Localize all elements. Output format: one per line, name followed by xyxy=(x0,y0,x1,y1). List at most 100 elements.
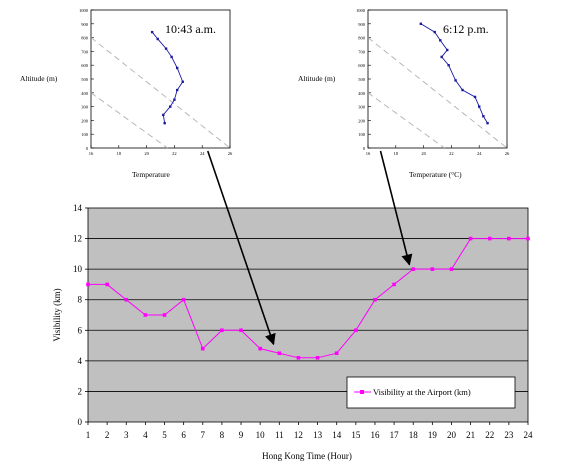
x-tick-label: 1 xyxy=(86,430,91,440)
y-tick-label: 1000 xyxy=(356,8,366,13)
y-tick-labels: 0 100 200 300 400 500 600 700 800 900 1000 xyxy=(356,8,371,151)
data-point xyxy=(526,236,530,241)
data-point xyxy=(392,282,396,287)
y-axis-label: Visibility (km) xyxy=(52,288,62,341)
x-tick-label: 20 xyxy=(421,151,426,156)
reference-line xyxy=(90,92,168,149)
data-point xyxy=(200,346,205,351)
x-tick-label: 16 xyxy=(89,151,94,156)
x-tick-label: 22 xyxy=(172,151,177,156)
data-point xyxy=(482,115,485,118)
x-tick-label: 8 xyxy=(220,430,225,440)
annotation-arrow xyxy=(379,150,413,266)
x-tick-labels: 1 2 3 4 5 6 7 8 9 10 11 12 13 14 15 16 17 18 19 20 21 22 23 24 xyxy=(86,422,533,440)
y-tick-label: 200 xyxy=(81,118,89,123)
data-point xyxy=(181,297,186,302)
data-point xyxy=(461,88,464,92)
data-point xyxy=(354,328,358,333)
y-tick-label: 800 xyxy=(358,36,366,41)
x-axis-label: Hong Kong Time (Hour) xyxy=(262,451,352,461)
x-tick-label: 2 xyxy=(105,430,110,440)
y-tick-label: 500 xyxy=(81,77,89,82)
data-point xyxy=(162,313,167,317)
data-point xyxy=(124,297,129,302)
sounding-chart-morning: 0 100 200 300 400 500 600 700 800 900 1000 16 18 20 2… xyxy=(20,8,233,179)
data-point xyxy=(220,328,224,333)
x-axis-label: Temperature xyxy=(132,170,170,179)
y-tick-label: 800 xyxy=(81,36,89,41)
data-point xyxy=(169,105,172,108)
data-point xyxy=(170,55,173,59)
y-tick-labels: 0 2 4 6 8 10 12 14 xyxy=(73,203,88,427)
x-tick-label: 24 xyxy=(477,151,482,156)
data-point xyxy=(277,351,282,356)
y-tick-label: 900 xyxy=(81,22,89,27)
reference-lines xyxy=(367,37,508,149)
x-tick-label: 24 xyxy=(200,151,205,156)
x-tick-label: 26 xyxy=(505,151,510,156)
reference-line xyxy=(367,92,445,149)
x-tick-label: 3 xyxy=(124,430,129,440)
y-tick-label: 300 xyxy=(358,105,366,110)
x-tick-label: 24 xyxy=(524,430,534,440)
x-tick-labels: 16 18 20 22 24 26 xyxy=(89,145,233,156)
x-tick-label: 9 xyxy=(239,430,244,440)
x-tick-label: 18 xyxy=(117,151,122,156)
x-tick-label: 16 xyxy=(370,430,380,440)
data-point xyxy=(468,236,473,241)
x-tick-label: 6 xyxy=(181,430,186,440)
temperature-profile xyxy=(419,22,489,125)
data-point xyxy=(175,88,179,92)
reference-lines xyxy=(90,37,231,149)
data-point xyxy=(173,98,176,101)
y-tick-label: 8 xyxy=(78,295,83,305)
chart-title: 10:43 a.m. xyxy=(165,22,216,36)
data-point xyxy=(439,39,442,42)
plot-area xyxy=(367,9,508,149)
data-point xyxy=(411,267,416,271)
x-tick-label: 5 xyxy=(162,430,167,440)
y-axis-label: Altitude (m) xyxy=(20,74,58,83)
legend-marker xyxy=(360,390,364,394)
chart-title: 6:12 p.m. xyxy=(443,22,489,36)
x-tick-label: 14 xyxy=(332,430,342,440)
data-point xyxy=(143,313,148,317)
y-tick-label: 300 xyxy=(81,105,89,110)
data-point xyxy=(373,297,377,302)
y-tick-label: 0 xyxy=(78,417,83,427)
x-tick-label: 20 xyxy=(144,151,149,156)
x-tick-label: 22 xyxy=(485,430,494,440)
data-point xyxy=(156,37,159,41)
y-tick-label: 400 xyxy=(358,91,366,96)
x-axis-label: Temperature (°C) xyxy=(409,170,462,179)
data-point xyxy=(86,282,90,287)
data-point xyxy=(449,267,454,271)
data-point xyxy=(447,64,450,67)
y-tick-label: 14 xyxy=(73,203,83,213)
legend: Visibility at the Airport (km) xyxy=(346,376,516,409)
y-tick-label: 100 xyxy=(358,132,366,137)
data-point xyxy=(419,22,423,25)
data-point xyxy=(430,267,435,271)
visibility-series xyxy=(86,236,530,360)
data-point xyxy=(446,48,449,52)
data-point xyxy=(105,282,109,287)
x-tick-label: 11 xyxy=(275,430,284,440)
y-tick-label: 700 xyxy=(81,49,89,54)
data-point xyxy=(175,66,179,70)
x-tick-label: 4 xyxy=(143,430,148,440)
y-tick-label: 12 xyxy=(73,234,82,244)
temperature-profile xyxy=(150,30,184,125)
x-tick-label: 7 xyxy=(201,430,206,440)
y-tick-label: 0 xyxy=(363,146,366,151)
x-tick-label: 13 xyxy=(313,430,323,440)
data-point xyxy=(258,346,262,351)
data-point xyxy=(440,55,443,59)
x-tick-label: 20 xyxy=(447,430,457,440)
y-tick-label: 100 xyxy=(81,132,89,137)
y-tick-label: 0 xyxy=(86,146,89,151)
x-tick-label: 26 xyxy=(228,151,233,156)
x-tick-label: 18 xyxy=(394,151,399,156)
data-point xyxy=(162,113,165,117)
